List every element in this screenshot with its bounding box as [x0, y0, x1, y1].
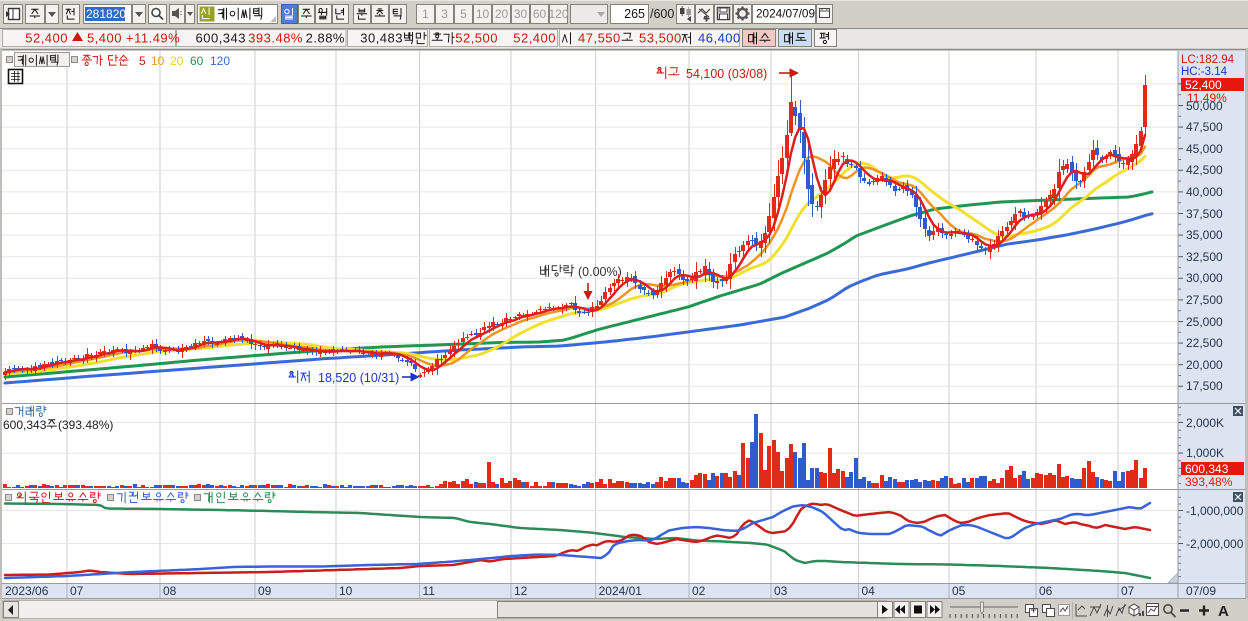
- svg-text:600,343: 600,343: [3, 418, 47, 432]
- svg-text:07/09: 07/09: [1186, 584, 1216, 598]
- svg-text:07: 07: [70, 584, 84, 598]
- svg-text:393.48%: 393.48%: [248, 31, 303, 46]
- svg-text:600,343: 600,343: [1185, 462, 1229, 476]
- svg-text:32,500: 32,500: [1186, 250, 1223, 264]
- svg-text:52,500: 52,500: [455, 31, 498, 46]
- svg-text:20: 20: [495, 7, 509, 21]
- svg-text:52,400: 52,400: [1185, 78, 1222, 92]
- svg-text:52,400: 52,400: [25, 31, 68, 46]
- svg-text:30,000: 30,000: [1186, 271, 1223, 285]
- svg-text:03: 03: [774, 584, 788, 598]
- svg-text:11,49%: 11,49%: [1187, 91, 1227, 105]
- svg-text:+11.49%: +11.49%: [126, 31, 180, 46]
- svg-text:LC:182.94: LC:182.94: [1181, 54, 1235, 66]
- svg-text:45,000: 45,000: [1186, 142, 1223, 156]
- svg-text:1: 1: [422, 7, 429, 21]
- svg-text:02: 02: [692, 584, 706, 598]
- svg-text:46,400: 46,400: [698, 31, 741, 46]
- svg-text:10: 10: [476, 7, 490, 21]
- svg-text:35,000: 35,000: [1186, 228, 1223, 242]
- svg-text:600,343: 600,343: [196, 31, 247, 46]
- svg-text:5: 5: [139, 54, 146, 68]
- svg-text:120: 120: [210, 54, 230, 68]
- svg-text:37,500: 37,500: [1186, 207, 1223, 221]
- svg-text:47,550: 47,550: [578, 31, 621, 46]
- svg-text:/600: /600: [650, 7, 674, 21]
- svg-text:54,100 (03/08): 54,100 (03/08): [686, 67, 767, 81]
- svg-text:60: 60: [190, 54, 204, 68]
- svg-text:3: 3: [441, 7, 448, 21]
- svg-text:22,500: 22,500: [1186, 336, 1223, 350]
- svg-text:30: 30: [514, 7, 528, 21]
- svg-text:10: 10: [151, 54, 165, 68]
- svg-text:-1,000,000: -1,000,000: [1186, 504, 1244, 518]
- svg-text:40,000: 40,000: [1186, 185, 1223, 199]
- svg-text:50,000: 50,000: [1186, 99, 1223, 113]
- svg-text:04: 04: [862, 584, 876, 598]
- svg-text:2024/07/09: 2024/07/09: [756, 7, 815, 21]
- svg-text:06: 06: [1039, 584, 1053, 598]
- svg-text:11: 11: [423, 584, 436, 598]
- svg-text:265: 265: [624, 7, 645, 21]
- svg-text:2,000K: 2,000K: [1186, 416, 1224, 430]
- svg-text:A: A: [1218, 603, 1229, 620]
- svg-text:(393.48%): (393.48%): [58, 418, 113, 432]
- svg-text:1,000K: 1,000K: [1186, 446, 1224, 460]
- svg-text:-2,000,000: -2,000,000: [1186, 537, 1244, 551]
- svg-text:120: 120: [548, 7, 568, 21]
- svg-text:2023/06: 2023/06: [5, 584, 49, 598]
- svg-text:(0.00%): (0.00%): [578, 265, 622, 279]
- svg-text:5: 5: [460, 7, 467, 21]
- svg-text:05: 05: [952, 584, 966, 598]
- svg-text:20: 20: [170, 54, 184, 68]
- svg-text:281820: 281820: [86, 7, 126, 21]
- svg-text:42,500: 42,500: [1186, 163, 1223, 177]
- svg-text:30,483: 30,483: [360, 31, 403, 46]
- svg-text:60: 60: [533, 7, 547, 21]
- svg-text:27,500: 27,500: [1186, 293, 1223, 307]
- svg-text:25,000: 25,000: [1186, 315, 1223, 329]
- svg-text:53,500: 53,500: [639, 31, 682, 46]
- svg-text:09: 09: [258, 584, 272, 598]
- svg-text:17,500: 17,500: [1186, 379, 1223, 393]
- svg-text:HC:-3.14: HC:-3.14: [1181, 66, 1228, 78]
- svg-text:20,000: 20,000: [1186, 358, 1223, 372]
- svg-text:47,500: 47,500: [1186, 120, 1223, 134]
- svg-text:08: 08: [163, 584, 177, 598]
- svg-text:2.88%: 2.88%: [306, 31, 345, 46]
- svg-text:18,520 (10/31): 18,520 (10/31): [318, 371, 399, 385]
- svg-text:52,400: 52,400: [513, 31, 556, 46]
- svg-text:2024/01: 2024/01: [599, 584, 643, 598]
- svg-text:5,400: 5,400: [87, 31, 122, 46]
- svg-text:393,48%: 393,48%: [1185, 475, 1233, 489]
- svg-text:12: 12: [514, 584, 528, 598]
- svg-text:07: 07: [1121, 584, 1135, 598]
- svg-text:10: 10: [339, 584, 353, 598]
